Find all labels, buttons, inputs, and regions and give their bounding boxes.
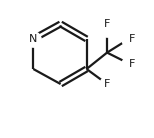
Text: F: F bbox=[129, 59, 135, 69]
Text: F: F bbox=[104, 79, 110, 89]
Text: N: N bbox=[29, 34, 37, 44]
Text: F: F bbox=[104, 19, 110, 29]
Text: F: F bbox=[129, 34, 135, 44]
